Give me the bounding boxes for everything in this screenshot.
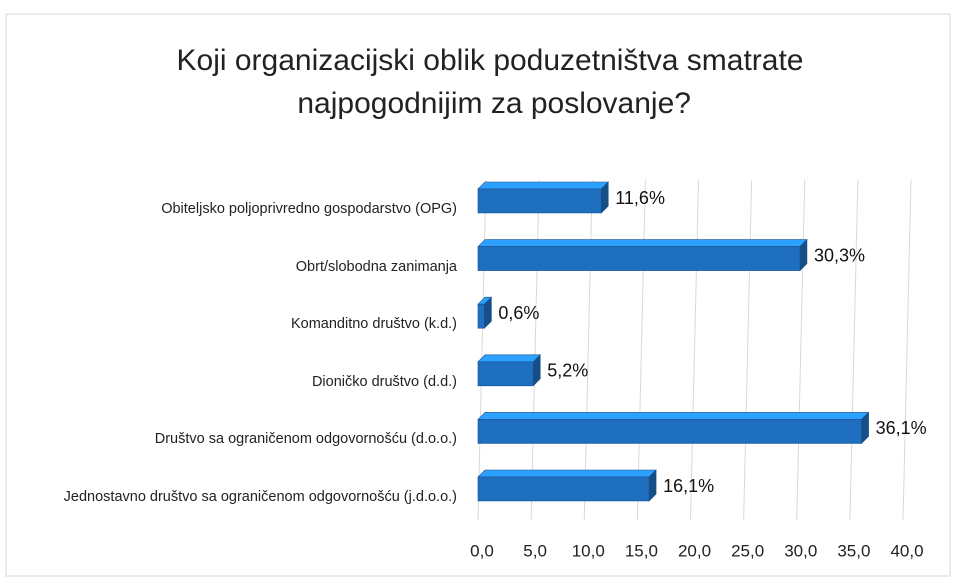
y-tick-label: Društvo sa ograničenom odgovornošću (d.o… <box>154 431 457 448</box>
x-tick-label: 0,0 <box>470 541 494 560</box>
data-label: 0,6% <box>498 303 539 323</box>
y-tick-label: Obiteljsko poljoprivredno gospodarstvo (… <box>161 201 457 217</box>
x-tick-label: 10,0 <box>572 541 605 560</box>
bar-top <box>477 469 657 478</box>
bar-front <box>477 246 801 271</box>
data-label: 16,1% <box>663 476 714 496</box>
bar <box>477 354 541 387</box>
data-label: 11,6% <box>615 188 665 208</box>
bar-top <box>477 181 609 190</box>
y-tick-label: Komanditno društvo (k.d.) <box>290 316 457 333</box>
bar <box>477 469 657 502</box>
data-label: 5,2% <box>547 361 588 381</box>
grid-line <box>902 179 912 521</box>
x-tick-label: 5,0 <box>523 541 547 560</box>
x-tick-label: 40,0 <box>890 541 923 560</box>
grid-line <box>849 179 859 521</box>
grid-line <box>743 179 753 521</box>
data-label: 30,3% <box>814 245 865 265</box>
bar <box>477 181 609 214</box>
bar-front <box>477 419 862 444</box>
x-tick-label: 30,0 <box>784 541 817 560</box>
bar-front <box>477 303 485 329</box>
x-tick-label: 35,0 <box>837 541 870 560</box>
bar-top <box>477 354 541 363</box>
grid-line <box>583 179 593 521</box>
bar-front <box>477 188 602 214</box>
x-tick-label: 20,0 <box>678 541 711 560</box>
bar <box>477 411 870 445</box>
bar-front <box>477 361 534 387</box>
grid-line <box>477 179 487 521</box>
bar-top <box>477 412 870 420</box>
bar <box>477 238 808 272</box>
grid-line <box>796 179 806 521</box>
y-tick-label: Jednostavno društvo sa ograničenom odgov… <box>63 489 457 505</box>
grid-line <box>636 179 646 521</box>
x-tick-label: 25,0 <box>731 541 764 560</box>
grid-line <box>530 179 540 521</box>
data-label: 36,1% <box>876 418 927 438</box>
y-tick-label: Obrt/slobodna zanimanja <box>295 258 457 275</box>
y-tick-label: Dioničko društvo (d.d.) <box>311 373 457 390</box>
grid-line <box>690 179 699 521</box>
chart-title: Koji organizacijski oblik poduzetništva … <box>177 44 804 120</box>
bar-top <box>477 239 808 247</box>
bar <box>477 296 493 329</box>
bar-front <box>477 476 650 502</box>
x-tick-label: 15,0 <box>625 541 658 560</box>
